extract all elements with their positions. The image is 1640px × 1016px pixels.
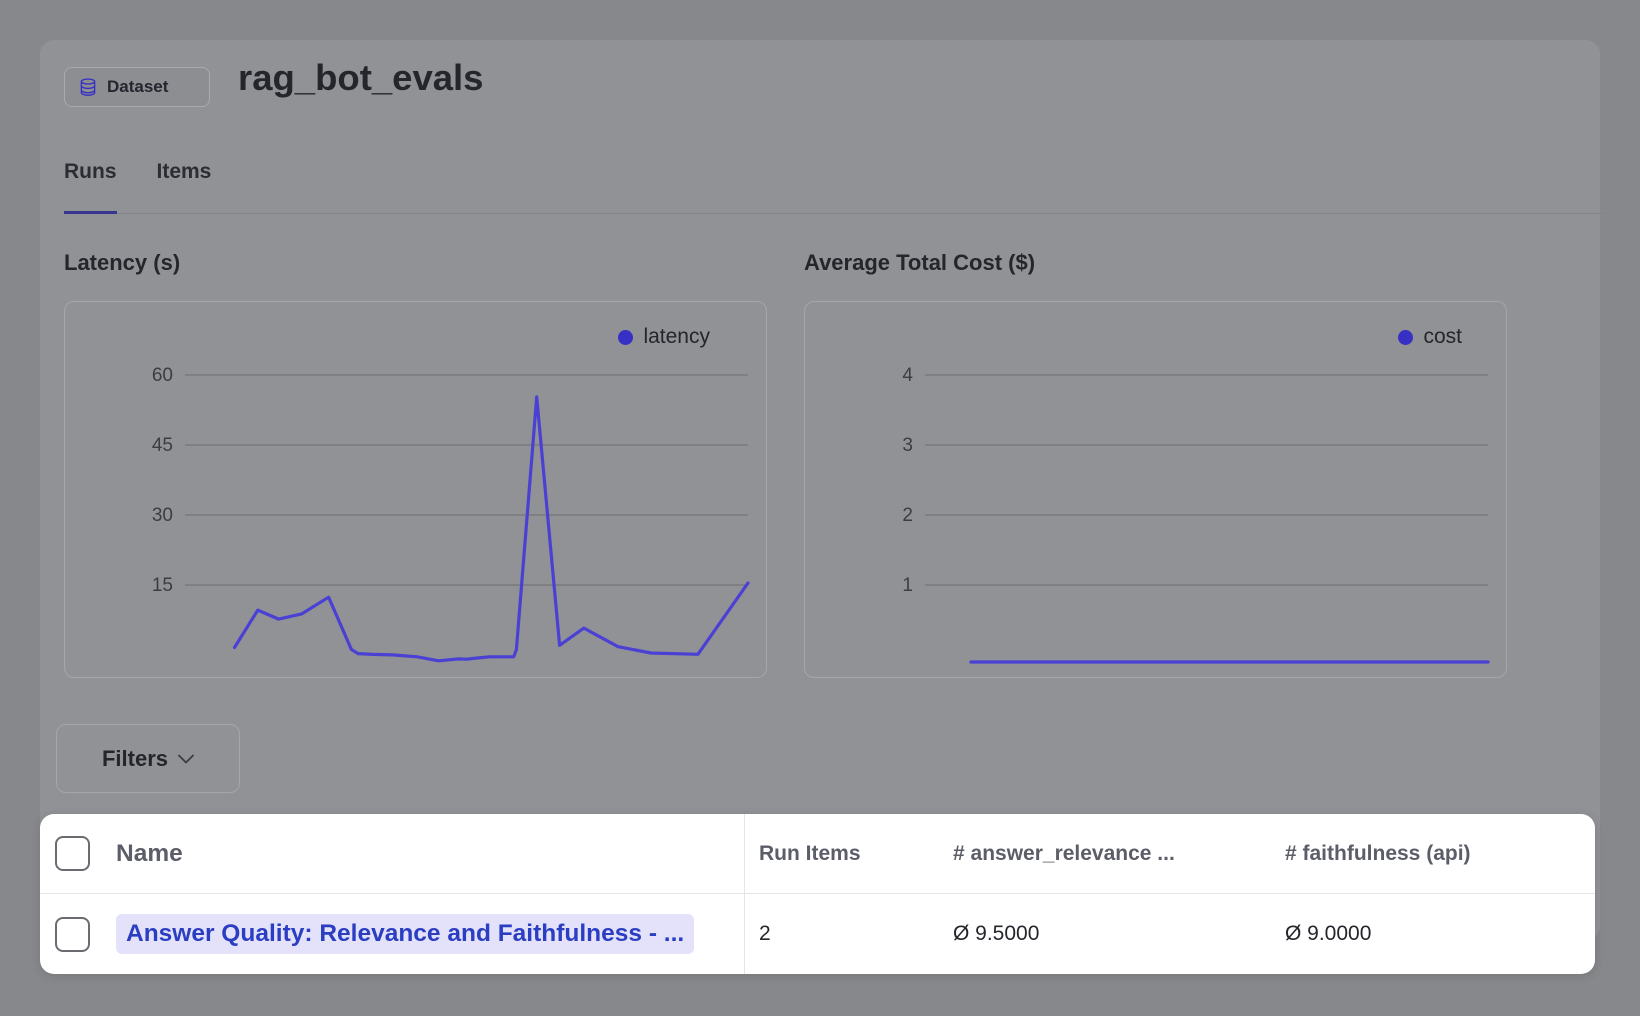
- svg-text:2: 2: [902, 505, 913, 526]
- svg-text:3: 3: [902, 435, 913, 456]
- svg-text:1: 1: [902, 575, 913, 596]
- svg-text:15: 15: [152, 575, 173, 596]
- svg-text:60: 60: [152, 365, 173, 386]
- svg-text:4: 4: [902, 365, 913, 386]
- svg-text:30: 30: [152, 505, 173, 526]
- svg-text:45: 45: [152, 435, 173, 456]
